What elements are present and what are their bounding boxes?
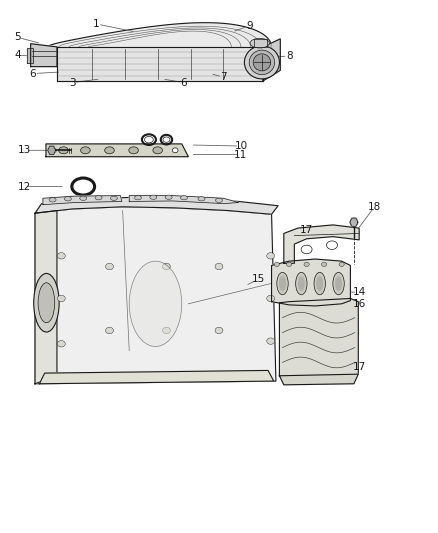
Polygon shape xyxy=(57,47,263,81)
Ellipse shape xyxy=(165,195,172,199)
Polygon shape xyxy=(27,48,33,63)
Ellipse shape xyxy=(274,262,279,266)
Polygon shape xyxy=(35,211,57,384)
Ellipse shape xyxy=(193,374,201,381)
Text: 18: 18 xyxy=(368,202,381,212)
Ellipse shape xyxy=(145,376,153,383)
Polygon shape xyxy=(46,144,188,157)
Polygon shape xyxy=(31,44,57,67)
Text: 6: 6 xyxy=(29,69,36,78)
Ellipse shape xyxy=(162,263,170,270)
Text: 3: 3 xyxy=(69,78,76,87)
Ellipse shape xyxy=(101,376,109,383)
Polygon shape xyxy=(129,196,239,204)
Ellipse shape xyxy=(316,276,323,291)
Text: 11: 11 xyxy=(234,150,247,159)
Ellipse shape xyxy=(57,341,65,347)
Ellipse shape xyxy=(95,196,102,200)
Ellipse shape xyxy=(153,147,162,154)
Polygon shape xyxy=(35,207,276,384)
Text: 17: 17 xyxy=(353,362,366,372)
Ellipse shape xyxy=(267,295,275,302)
Ellipse shape xyxy=(106,327,113,334)
Ellipse shape xyxy=(321,262,327,266)
Polygon shape xyxy=(43,196,122,205)
Ellipse shape xyxy=(249,50,275,75)
Ellipse shape xyxy=(267,253,275,259)
Ellipse shape xyxy=(244,46,279,79)
Ellipse shape xyxy=(34,273,59,332)
Text: 14: 14 xyxy=(353,287,366,297)
Ellipse shape xyxy=(162,327,170,334)
Ellipse shape xyxy=(298,276,305,291)
Ellipse shape xyxy=(134,196,141,200)
Ellipse shape xyxy=(277,272,288,295)
Text: 8: 8 xyxy=(286,51,293,61)
Ellipse shape xyxy=(150,195,157,199)
Ellipse shape xyxy=(50,148,56,153)
Ellipse shape xyxy=(333,272,344,295)
Polygon shape xyxy=(279,298,358,379)
Text: 17: 17 xyxy=(300,225,313,235)
Ellipse shape xyxy=(81,147,90,154)
Polygon shape xyxy=(279,374,358,385)
Text: 9: 9 xyxy=(246,21,253,30)
Text: 6: 6 xyxy=(180,78,187,87)
Ellipse shape xyxy=(180,196,187,200)
Ellipse shape xyxy=(350,218,358,227)
Text: 13: 13 xyxy=(18,146,31,155)
Ellipse shape xyxy=(64,374,72,381)
Polygon shape xyxy=(48,23,272,47)
Ellipse shape xyxy=(267,338,275,344)
Text: 4: 4 xyxy=(14,51,21,60)
Ellipse shape xyxy=(296,272,307,295)
Polygon shape xyxy=(254,39,267,47)
Ellipse shape xyxy=(110,196,117,200)
Text: 10: 10 xyxy=(234,141,247,151)
Ellipse shape xyxy=(215,198,223,203)
Ellipse shape xyxy=(339,262,344,266)
Ellipse shape xyxy=(279,276,286,291)
Ellipse shape xyxy=(64,197,71,201)
Ellipse shape xyxy=(335,276,342,291)
Polygon shape xyxy=(39,370,274,384)
Ellipse shape xyxy=(129,147,138,154)
Ellipse shape xyxy=(253,54,271,71)
Ellipse shape xyxy=(57,295,65,302)
Ellipse shape xyxy=(80,196,87,200)
Ellipse shape xyxy=(314,272,325,295)
Ellipse shape xyxy=(215,327,223,334)
Polygon shape xyxy=(272,259,350,306)
Polygon shape xyxy=(350,218,358,227)
Ellipse shape xyxy=(173,148,178,153)
Ellipse shape xyxy=(198,197,205,201)
Ellipse shape xyxy=(129,261,182,346)
Ellipse shape xyxy=(57,253,65,259)
Polygon shape xyxy=(35,197,278,214)
Ellipse shape xyxy=(326,241,338,249)
Polygon shape xyxy=(284,225,359,263)
Ellipse shape xyxy=(304,262,309,266)
Text: 16: 16 xyxy=(353,299,366,309)
Ellipse shape xyxy=(215,263,223,270)
Text: 5: 5 xyxy=(14,33,21,42)
Ellipse shape xyxy=(239,371,247,377)
Text: 12: 12 xyxy=(18,182,31,191)
Ellipse shape xyxy=(301,245,312,254)
Ellipse shape xyxy=(286,262,292,266)
Ellipse shape xyxy=(250,38,269,48)
Text: 7: 7 xyxy=(220,72,227,82)
Polygon shape xyxy=(48,146,56,155)
Ellipse shape xyxy=(106,263,113,270)
Polygon shape xyxy=(263,39,280,81)
Ellipse shape xyxy=(59,147,68,154)
Text: 15: 15 xyxy=(252,274,265,284)
Ellipse shape xyxy=(38,282,55,323)
Text: 1: 1 xyxy=(93,19,100,29)
Ellipse shape xyxy=(105,147,114,154)
Ellipse shape xyxy=(49,198,56,202)
